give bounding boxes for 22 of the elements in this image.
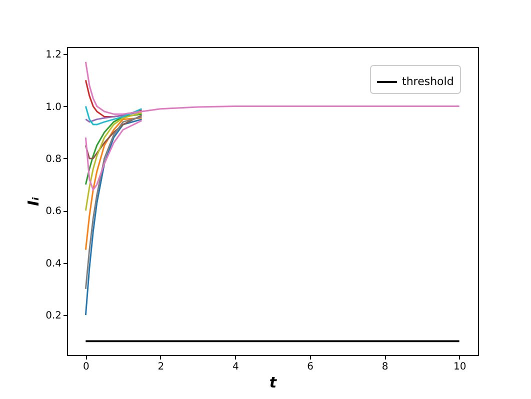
- x-tick-label: 4: [232, 362, 239, 372]
- legend-label: threshold: [402, 75, 454, 88]
- y-tick-label: 0.8: [46, 154, 62, 165]
- x-tick-label: 10: [453, 362, 466, 372]
- line-series: [84, 117, 142, 251]
- x-tick-label: 0: [82, 362, 90, 372]
- line-series: [84, 106, 142, 126]
- x-tick-label: 6: [307, 362, 314, 372]
- y-axis-title: Iᵢ: [24, 196, 43, 206]
- line-series: [84, 113, 142, 186]
- y-tick-label: 0.4: [46, 258, 62, 270]
- line-series: [84, 112, 142, 212]
- line-series: [84, 61, 460, 115]
- y-tick-label: 0.2: [46, 310, 62, 322]
- x-tick-label: 2: [158, 362, 164, 372]
- y-tick-label: 1.2: [46, 50, 62, 61]
- y-tick-label: 0.6: [46, 206, 62, 218]
- y-tick-label: 1.0: [46, 102, 62, 113]
- line-series: [84, 114, 142, 160]
- x-axis-title: t: [269, 374, 278, 392]
- x-tick-label: 8: [382, 362, 388, 372]
- line-series: [84, 120, 142, 191]
